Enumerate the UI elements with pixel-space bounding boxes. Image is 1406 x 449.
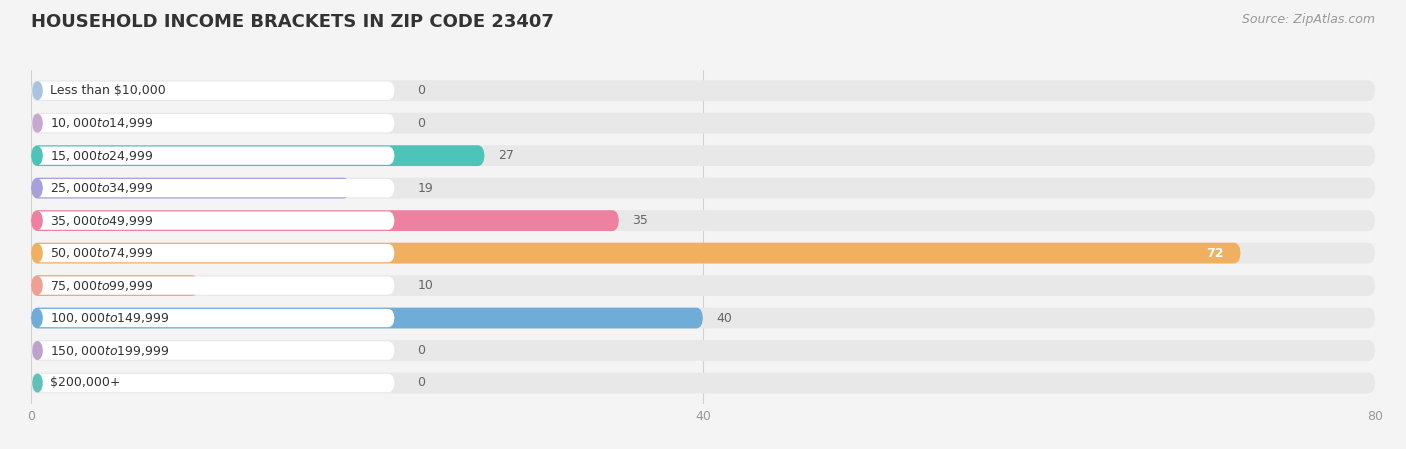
FancyBboxPatch shape [34, 179, 395, 197]
Text: 19: 19 [418, 182, 433, 194]
Circle shape [32, 179, 42, 197]
Text: 40: 40 [717, 312, 733, 325]
Text: Source: ZipAtlas.com: Source: ZipAtlas.com [1241, 13, 1375, 26]
FancyBboxPatch shape [34, 211, 395, 230]
Circle shape [32, 342, 42, 359]
FancyBboxPatch shape [31, 210, 619, 231]
FancyBboxPatch shape [34, 114, 395, 132]
FancyBboxPatch shape [31, 113, 1375, 133]
FancyBboxPatch shape [31, 243, 1375, 264]
Text: $50,000 to $74,999: $50,000 to $74,999 [51, 246, 155, 260]
Text: 0: 0 [418, 117, 426, 130]
FancyBboxPatch shape [34, 244, 395, 262]
Text: 35: 35 [633, 214, 648, 227]
Circle shape [32, 82, 42, 100]
FancyBboxPatch shape [34, 82, 395, 100]
Circle shape [32, 309, 42, 327]
Circle shape [32, 147, 42, 164]
FancyBboxPatch shape [31, 80, 1375, 101]
Circle shape [32, 244, 42, 262]
Circle shape [32, 374, 42, 392]
Text: 0: 0 [418, 84, 426, 97]
FancyBboxPatch shape [31, 340, 1375, 361]
Text: 0: 0 [418, 377, 426, 389]
Circle shape [32, 277, 42, 295]
FancyBboxPatch shape [34, 341, 395, 360]
Text: 27: 27 [498, 149, 515, 162]
FancyBboxPatch shape [31, 275, 200, 296]
Text: 10: 10 [418, 279, 433, 292]
FancyBboxPatch shape [31, 210, 1375, 231]
FancyBboxPatch shape [31, 145, 485, 166]
FancyBboxPatch shape [31, 275, 1375, 296]
FancyBboxPatch shape [34, 277, 395, 295]
FancyBboxPatch shape [31, 308, 1375, 328]
Text: $25,000 to $34,999: $25,000 to $34,999 [51, 181, 155, 195]
Text: $100,000 to $149,999: $100,000 to $149,999 [51, 311, 170, 325]
Text: 72: 72 [1206, 247, 1223, 260]
Text: $75,000 to $99,999: $75,000 to $99,999 [51, 278, 155, 293]
FancyBboxPatch shape [34, 309, 395, 327]
FancyBboxPatch shape [31, 178, 350, 198]
FancyBboxPatch shape [31, 373, 1375, 393]
Circle shape [32, 212, 42, 229]
FancyBboxPatch shape [31, 308, 703, 328]
Text: $15,000 to $24,999: $15,000 to $24,999 [51, 149, 155, 163]
Text: 0: 0 [418, 344, 426, 357]
Circle shape [32, 114, 42, 132]
Text: HOUSEHOLD INCOME BRACKETS IN ZIP CODE 23407: HOUSEHOLD INCOME BRACKETS IN ZIP CODE 23… [31, 13, 554, 31]
Text: $35,000 to $49,999: $35,000 to $49,999 [51, 214, 155, 228]
FancyBboxPatch shape [31, 243, 1240, 264]
Text: $200,000+: $200,000+ [51, 377, 121, 389]
Text: Less than $10,000: Less than $10,000 [51, 84, 166, 97]
Text: $150,000 to $199,999: $150,000 to $199,999 [51, 343, 170, 357]
FancyBboxPatch shape [31, 145, 1375, 166]
FancyBboxPatch shape [31, 178, 1375, 198]
FancyBboxPatch shape [34, 146, 395, 165]
Text: $10,000 to $14,999: $10,000 to $14,999 [51, 116, 155, 130]
FancyBboxPatch shape [34, 374, 395, 392]
